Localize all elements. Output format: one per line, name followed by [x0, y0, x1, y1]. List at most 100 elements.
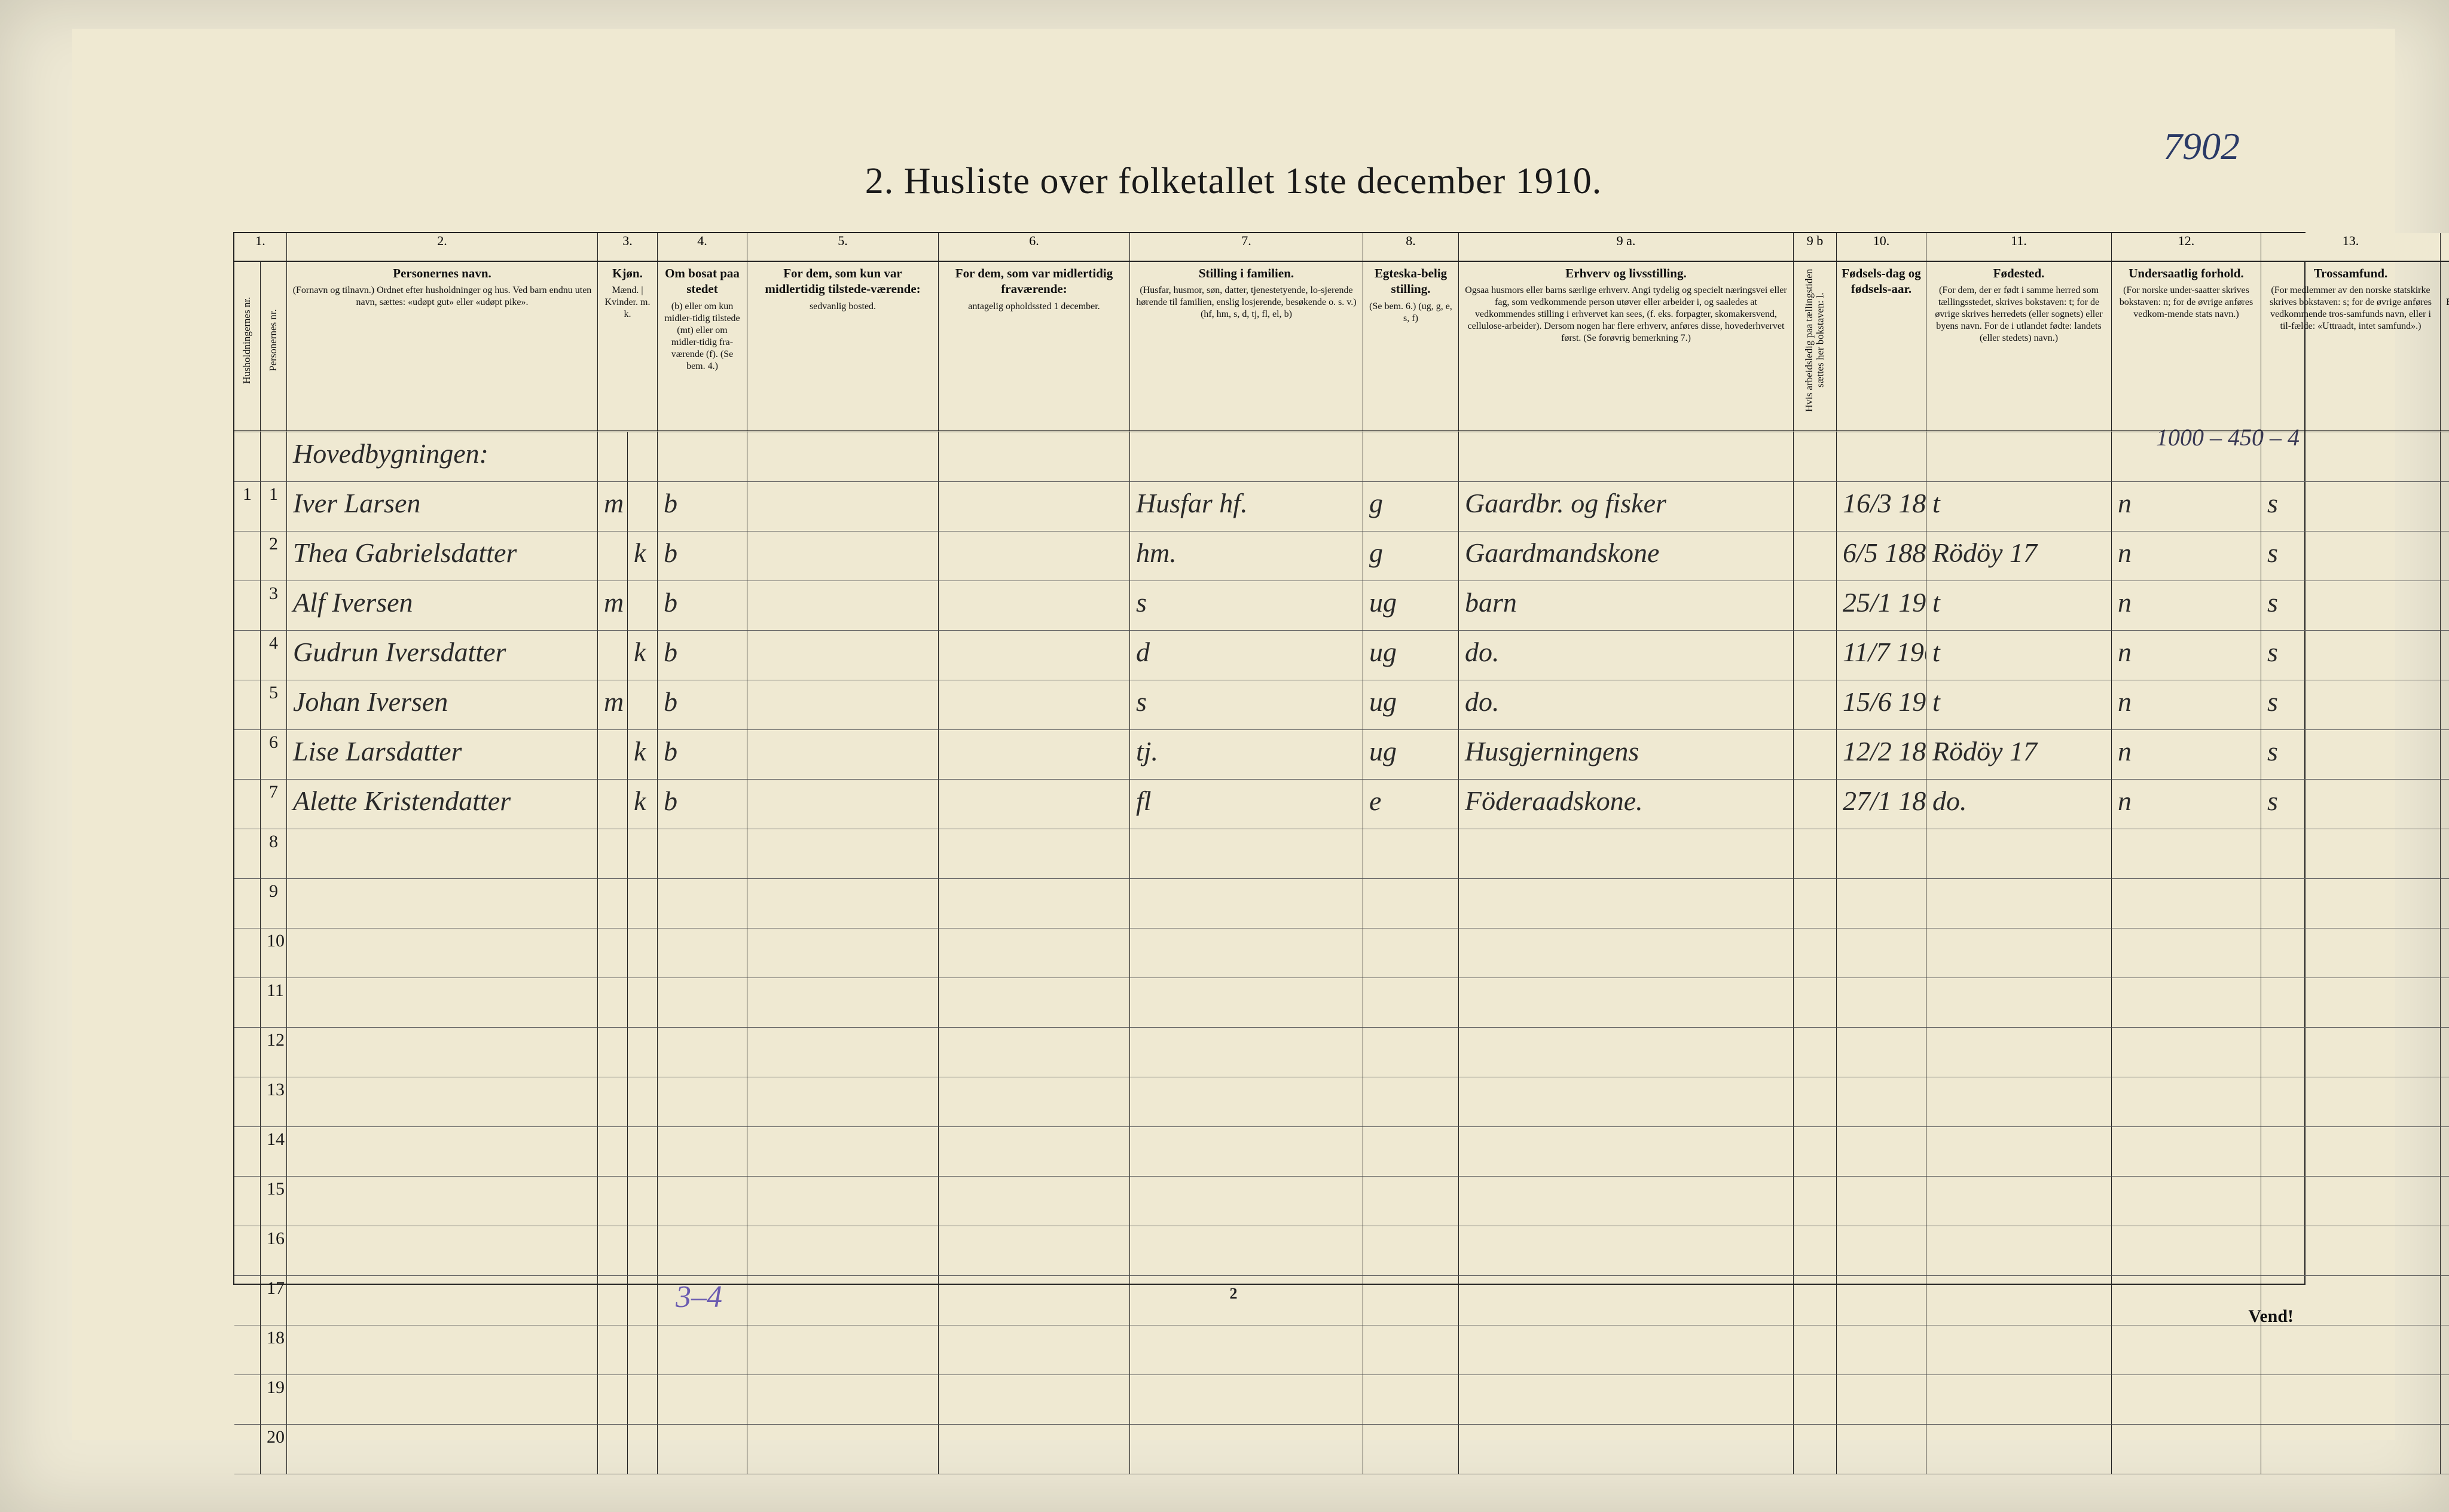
data-cell — [1130, 1127, 1363, 1177]
data-cell — [747, 1077, 939, 1127]
data-cell — [939, 1028, 1130, 1077]
data-cell — [1837, 1425, 1926, 1474]
colnum-6: 6. — [939, 233, 1130, 262]
data-cell — [939, 1276, 1130, 1325]
data-cell — [1130, 1226, 1363, 1276]
data-cell — [598, 631, 628, 680]
data-cell — [658, 1077, 747, 1127]
data-cell: Rödöy 17 — [1926, 730, 2112, 780]
data-cell — [1837, 1127, 1926, 1177]
data-cell: s — [2261, 680, 2441, 730]
data-cell: n — [2112, 482, 2261, 532]
data-cell — [2112, 879, 2261, 928]
data-cell — [747, 680, 939, 730]
name-cell — [287, 829, 598, 879]
data-cell — [2441, 581, 2449, 631]
data-cell — [939, 829, 1130, 879]
rownum-cell — [234, 730, 261, 780]
data-cell — [747, 1375, 939, 1425]
rownum-cell — [234, 631, 261, 680]
data-cell — [2441, 1276, 2449, 1325]
hdr-c7: Stilling i familien.(Husfar, husmor, søn… — [1130, 262, 1363, 432]
data-cell: k — [628, 532, 658, 581]
data-cell — [658, 879, 747, 928]
data-cell: t — [1926, 482, 2112, 532]
hdr-c1b: Personernes nr. — [261, 262, 287, 432]
colnum-9b: 9 b — [1794, 233, 1837, 262]
data-cell — [1837, 1276, 1926, 1325]
data-cell — [628, 879, 658, 928]
rownum-cell — [234, 1276, 261, 1325]
data-cell — [1459, 1325, 1794, 1375]
name-cell — [287, 928, 598, 978]
data-cell — [2441, 532, 2449, 581]
data-cell: t — [1926, 581, 2112, 631]
data-cell — [2441, 1226, 2449, 1276]
data-cell — [2441, 879, 2449, 928]
hdr-c9b: Hvis arbeidsledig paa tællingstiden sætt… — [1794, 262, 1837, 432]
data-cell — [1459, 1028, 1794, 1077]
pencil-annotation: 3–4 — [676, 1279, 722, 1315]
data-cell: s — [2261, 532, 2441, 581]
data-cell — [628, 829, 658, 879]
data-cell: ug — [1363, 680, 1459, 730]
rownum-cell — [234, 1028, 261, 1077]
data-cell — [1926, 829, 2112, 879]
name-cell — [287, 1127, 598, 1177]
data-cell: Gaardbr. og fisker — [1459, 482, 1794, 532]
data-cell — [1363, 1226, 1459, 1276]
data-cell — [747, 631, 939, 680]
data-cell — [1837, 978, 1926, 1028]
data-cell: m — [598, 680, 628, 730]
data-cell — [1926, 879, 2112, 928]
data-cell — [2112, 1077, 2261, 1127]
name-cell: Lise Larsdatter — [287, 730, 598, 780]
data-cell — [2441, 1028, 2449, 1077]
data-cell — [1794, 1425, 1837, 1474]
data-cell — [747, 1325, 939, 1375]
colnum-3: 3. — [598, 233, 658, 262]
data-cell — [1459, 1375, 1794, 1425]
colnum-2: 2. — [287, 233, 598, 262]
data-cell — [1459, 432, 1794, 482]
data-cell — [747, 978, 939, 1028]
data-cell — [658, 1127, 747, 1177]
data-cell — [1794, 631, 1837, 680]
rownum-cell: 1 — [234, 482, 261, 532]
name-cell: Johan Iversen — [287, 680, 598, 730]
data-cell: hm. — [1130, 532, 1363, 581]
name-cell — [287, 1425, 598, 1474]
data-cell: do. — [1459, 631, 1794, 680]
data-cell — [1837, 829, 1926, 879]
hdr-c4: Om bosat paa stedet(b) eller om kun midl… — [658, 262, 747, 432]
data-cell: m — [598, 482, 628, 532]
data-cell — [2261, 978, 2441, 1028]
data-cell — [1794, 532, 1837, 581]
data-cell — [1363, 1028, 1459, 1077]
data-cell: b — [658, 780, 747, 829]
data-cell — [628, 1325, 658, 1375]
rownum-cell — [234, 780, 261, 829]
rownum-cell: 17 — [261, 1276, 287, 1325]
page-title: 2. Husliste over folketallet 1ste decemb… — [72, 160, 2395, 203]
rownum-cell: 19 — [261, 1375, 287, 1425]
hdr-c1a: Husholdningernes nr. — [234, 262, 261, 432]
name-cell — [287, 879, 598, 928]
data-cell — [628, 1425, 658, 1474]
rownum-cell — [234, 680, 261, 730]
data-cell: e — [1363, 780, 1459, 829]
data-cell — [598, 829, 628, 879]
rownum-cell — [234, 829, 261, 879]
data-cell — [1130, 829, 1363, 879]
data-cell — [747, 482, 939, 532]
data-cell — [1459, 978, 1794, 1028]
data-cell — [939, 1077, 1130, 1127]
data-cell — [628, 1375, 658, 1425]
data-cell — [598, 1028, 628, 1077]
data-cell — [658, 1375, 747, 1425]
data-cell — [2441, 978, 2449, 1028]
rownum-cell — [234, 532, 261, 581]
data-cell: k — [628, 631, 658, 680]
rownum-cell: 11 — [261, 978, 287, 1028]
data-cell — [2112, 1325, 2261, 1375]
